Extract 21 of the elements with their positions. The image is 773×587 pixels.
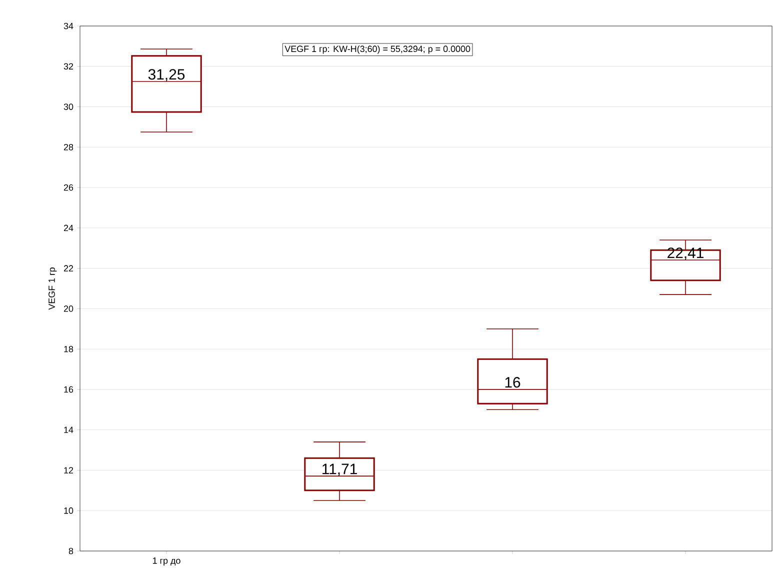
y-tick-label: 16 (64, 386, 74, 393)
y-tick-label: 30 (64, 104, 74, 110)
y-tick-label: 24 (64, 224, 74, 232)
y-tick-label: 10 (64, 507, 74, 514)
text: 16 (505, 377, 520, 388)
y-tick-label: 22 (64, 265, 74, 272)
text: 11,71 (322, 464, 357, 476)
y-tick-label: 8 (68, 548, 74, 554)
y-tick-label: 34 (64, 22, 74, 30)
y-axis-title: VEGF 1 гр (48, 268, 57, 310)
y-tick-label: 28 (64, 144, 74, 150)
y-tick-label: 14 (64, 426, 74, 433)
y-tick-label: 26 (64, 184, 74, 191)
y-tick-label: 12 (64, 467, 74, 474)
annotation: VEGF 1 гр: KW-H(3;60) = 55,3294; p = 0.0000 (284, 45, 470, 54)
x-tick-label: 1 гр до (152, 558, 180, 566)
y-tick-label: 32 (64, 63, 74, 70)
text: 22,41 (668, 248, 704, 260)
y-tick-label: 20 (64, 306, 74, 312)
text: 31,25 (148, 69, 185, 82)
y-tick-label: 18 (64, 346, 74, 352)
